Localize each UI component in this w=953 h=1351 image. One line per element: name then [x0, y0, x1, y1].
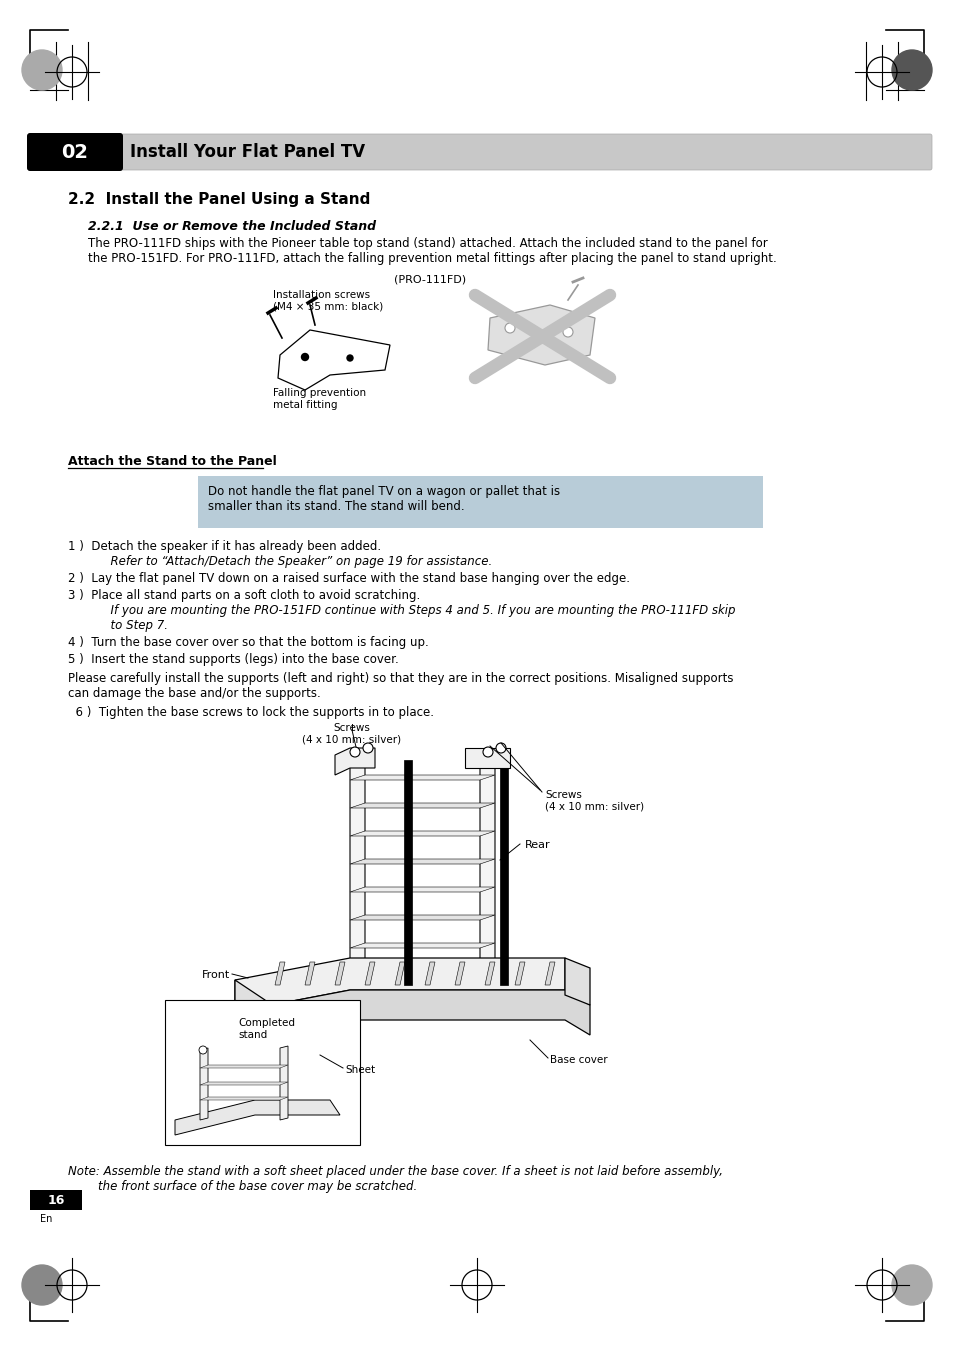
Text: If you are mounting the PRO-151FD continue with Steps 4 and 5. If you are mounti: If you are mounting the PRO-151FD contin… [88, 604, 735, 617]
Polygon shape [484, 962, 495, 985]
Circle shape [891, 1265, 931, 1305]
Text: Note: Assemble the stand with a soft sheet placed under the base cover. If a she: Note: Assemble the stand with a soft she… [68, 1165, 722, 1178]
Text: Falling prevention
metal fitting: Falling prevention metal fitting [273, 388, 366, 409]
Polygon shape [403, 761, 412, 985]
Text: 2.2.1  Use or Remove the Included Stand: 2.2.1 Use or Remove the Included Stand [88, 220, 375, 232]
Text: En: En [40, 1215, 52, 1224]
Circle shape [363, 743, 373, 753]
Bar [198, 476, 762, 528]
Circle shape [891, 50, 931, 91]
Text: can damage the base and/or the supports.: can damage the base and/or the supports. [68, 688, 320, 700]
Polygon shape [350, 888, 495, 892]
Circle shape [562, 327, 573, 336]
Text: Sheet: Sheet [345, 1065, 375, 1075]
Polygon shape [350, 831, 495, 836]
Text: Screws
(4 x 10 mm: silver): Screws (4 x 10 mm: silver) [302, 723, 401, 744]
Polygon shape [335, 748, 375, 775]
Polygon shape [350, 915, 495, 920]
FancyBboxPatch shape [108, 134, 931, 170]
Polygon shape [234, 958, 564, 1012]
Text: 5 )  Insert the stand supports (legs) into the base cover.: 5 ) Insert the stand supports (legs) int… [68, 653, 398, 666]
Text: Rear: Rear [524, 840, 550, 850]
Polygon shape [350, 802, 495, 808]
Polygon shape [200, 1015, 350, 1084]
Polygon shape [395, 962, 405, 985]
Polygon shape [499, 767, 507, 985]
Polygon shape [365, 962, 375, 985]
Text: Please carefully install the supports (left and right) so that they are in the c: Please carefully install the supports (l… [68, 671, 733, 685]
Text: (PRO-111FD): (PRO-111FD) [394, 276, 466, 285]
Circle shape [504, 323, 515, 332]
Polygon shape [234, 990, 589, 1042]
Polygon shape [424, 962, 435, 985]
Text: the PRO-151FD. For PRO-111FD, attach the falling prevention metal fittings after: the PRO-151FD. For PRO-111FD, attach the… [88, 253, 776, 265]
Text: Base cover: Base cover [550, 1055, 607, 1065]
Text: Screws
(4 x 10 mm: silver): Screws (4 x 10 mm: silver) [544, 790, 643, 812]
Circle shape [482, 747, 493, 757]
Polygon shape [200, 1048, 208, 1120]
Text: 16: 16 [48, 1193, 65, 1206]
Text: Refer to “Attach/Detach the Speaker” on page 19 for assistance.: Refer to “Attach/Detach the Speaker” on … [88, 555, 492, 567]
Circle shape [22, 1265, 62, 1305]
Polygon shape [174, 1100, 339, 1135]
Text: 02: 02 [61, 142, 89, 162]
Text: 2.2  Install the Panel Using a Stand: 2.2 Install the Panel Using a Stand [68, 192, 370, 207]
Polygon shape [479, 750, 495, 985]
Polygon shape [350, 943, 495, 948]
Text: smaller than its stand. The stand will bend.: smaller than its stand. The stand will b… [208, 500, 464, 513]
Polygon shape [305, 962, 314, 985]
Bar [30, 1190, 82, 1210]
Polygon shape [350, 971, 495, 975]
Text: Front: Front [201, 970, 230, 979]
Polygon shape [488, 305, 595, 365]
Polygon shape [350, 859, 495, 865]
Text: 6 )  Tighten the base screws to lock the supports in to place.: 6 ) Tighten the base screws to lock the … [68, 707, 434, 719]
Text: to Step 7.: to Step 7. [88, 619, 168, 632]
Polygon shape [335, 962, 345, 985]
Text: 3 )  Place all stand parts on a soft cloth to avoid scratching.: 3 ) Place all stand parts on a soft clot… [68, 589, 420, 603]
Text: 2 )  Lay the flat panel TV down on a raised surface with the stand base hanging : 2 ) Lay the flat panel TV down on a rais… [68, 571, 629, 585]
Circle shape [496, 743, 505, 753]
Polygon shape [280, 1046, 288, 1120]
Polygon shape [200, 1065, 288, 1069]
Circle shape [22, 50, 62, 91]
Text: Install Your Flat Panel TV: Install Your Flat Panel TV [130, 143, 365, 161]
Text: Attach the Stand to the Panel: Attach the Stand to the Panel [68, 455, 276, 467]
FancyBboxPatch shape [27, 132, 123, 172]
Polygon shape [277, 330, 390, 390]
Text: Installation screws
(M4 × 35 mm: black): Installation screws (M4 × 35 mm: black) [273, 290, 383, 312]
Text: 1 )  Detach the speaker if it has already been added.: 1 ) Detach the speaker if it has already… [68, 540, 381, 553]
Circle shape [199, 1046, 207, 1054]
Polygon shape [350, 775, 495, 780]
Text: Completed
stand: Completed stand [237, 1019, 294, 1040]
Bar [165, 1000, 359, 1146]
Polygon shape [274, 962, 285, 985]
Text: 4 )  Turn the base cover over so that the bottom is facing up.: 4 ) Turn the base cover over so that the… [68, 636, 428, 648]
Polygon shape [200, 1082, 288, 1085]
Polygon shape [564, 958, 589, 1005]
Text: Do not handle the flat panel TV on a wagon or pallet that is: Do not handle the flat panel TV on a wag… [208, 485, 559, 499]
Text: the front surface of the base cover may be scratched.: the front surface of the base cover may … [68, 1179, 416, 1193]
Polygon shape [464, 748, 510, 767]
Polygon shape [234, 979, 265, 1061]
Circle shape [350, 747, 359, 757]
Polygon shape [515, 962, 524, 985]
Polygon shape [455, 962, 464, 985]
Text: The PRO-111FD ships with the Pioneer table top stand (stand) attached. Attach th: The PRO-111FD ships with the Pioneer tab… [88, 236, 767, 250]
Polygon shape [200, 1097, 288, 1100]
Circle shape [301, 354, 308, 361]
Polygon shape [544, 962, 555, 985]
Circle shape [347, 355, 353, 361]
Polygon shape [350, 750, 365, 985]
